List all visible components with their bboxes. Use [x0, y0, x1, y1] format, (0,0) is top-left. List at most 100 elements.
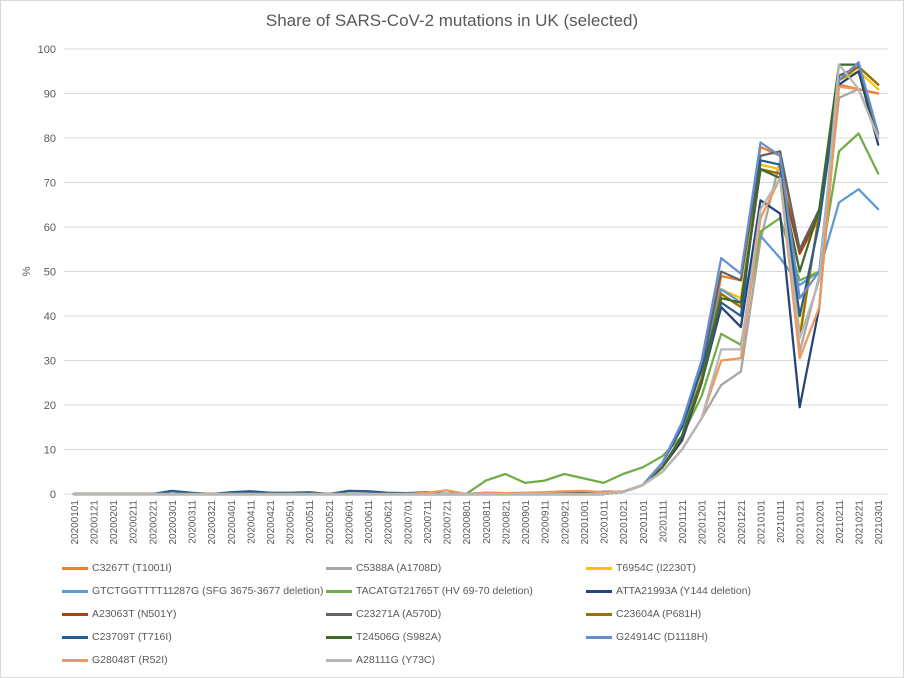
- x-tick-label: 20200201: [109, 500, 120, 545]
- legend-item: ATTA21993A (Y144 deletion): [586, 583, 751, 599]
- legend-swatch: [326, 635, 352, 639]
- legend-swatch: [62, 589, 88, 593]
- x-tick-label: 20201121: [678, 500, 689, 544]
- legend-item: C23604A (P681H): [586, 606, 701, 622]
- legend-label: GTCTGGTTTT11287G (SFG 3675-3677 deletion…: [92, 585, 324, 597]
- x-tick-label: 20201201: [698, 500, 709, 545]
- x-tick-label: 20200901: [521, 500, 532, 545]
- legend-swatch: [326, 589, 352, 593]
- x-tick-label: 20200701: [403, 500, 414, 545]
- x-tick-label: 20201001: [580, 500, 591, 545]
- x-tick-label: 20200821: [501, 500, 512, 545]
- y-tick-label: 10: [44, 445, 56, 457]
- legend-label: C23271A (A570D): [356, 608, 442, 620]
- y-tick-label: 80: [44, 133, 56, 145]
- legend-swatch: [586, 612, 612, 616]
- legend-swatch: [326, 566, 352, 570]
- x-tick-label: 20200421: [266, 500, 277, 545]
- x-tick-label: 20200211: [129, 500, 140, 544]
- legend-item: C23271A (A570D): [326, 606, 441, 622]
- x-tick-label: 20200511: [305, 500, 316, 544]
- x-tick-label: 20200101: [70, 500, 81, 545]
- legend-item: C5388A (A1708D): [326, 560, 441, 576]
- x-tick-label: 20200921: [560, 500, 571, 545]
- legend-item: C23709T (T716I): [62, 629, 172, 645]
- x-tick-label: 20200301: [168, 500, 179, 545]
- y-tick-label: 100: [38, 44, 56, 56]
- legend-label: A23063T (N501Y): [92, 608, 177, 620]
- x-tick-label: 20200401: [227, 500, 238, 545]
- legend-label: T6954C (I2230T): [616, 562, 696, 574]
- legend-item: G24914C (D1118H): [586, 629, 708, 645]
- legend-label: ATTA21993A (Y144 deletion): [616, 585, 752, 597]
- legend-label: A28111G (Y73C): [356, 654, 435, 666]
- x-tick-label: 20200501: [286, 500, 297, 545]
- x-tick-label: 20201101: [639, 500, 650, 544]
- x-tick-label: 20210101: [756, 500, 767, 545]
- series-line: [72, 65, 880, 496]
- legend-swatch: [62, 635, 88, 639]
- y-axis-label: %: [21, 266, 33, 276]
- legend-item: C3267T (T1001I): [62, 560, 172, 576]
- series-line: [72, 65, 880, 496]
- y-tick-label: 30: [44, 356, 56, 368]
- x-tick-label: 20200711: [423, 500, 434, 544]
- x-tick-label: 20201011: [600, 500, 611, 544]
- legend-label: G28048T (R52I): [92, 654, 168, 666]
- legend-label: G24914C (D1118H): [616, 631, 708, 643]
- legend-label: C5388A (A1708D): [356, 562, 442, 574]
- series-line: [72, 61, 880, 496]
- legend-item: A23063T (N501Y): [62, 606, 176, 622]
- chart-title: Share of SARS-CoV-2 mutations in UK (sel…: [265, 11, 639, 30]
- legend-item: T6954C (I2230T): [586, 560, 696, 576]
- legend-label: TACATGT21765T (HV 69-70 deletion): [356, 585, 533, 597]
- legend-label: C3267T (T1001I): [92, 562, 172, 574]
- x-tick-label: 20210211: [835, 500, 846, 544]
- x-tick-label: 20201021: [619, 500, 630, 545]
- series-line: [72, 70, 880, 496]
- y-tick-label: 20: [44, 400, 56, 412]
- x-tick-label: 20201211: [717, 500, 728, 544]
- y-tick-label: 60: [44, 222, 56, 234]
- x-tick-label: 20200411: [246, 500, 257, 544]
- legend-swatch: [62, 658, 88, 662]
- legend-item: TACATGT21765T (HV 69-70 deletion): [326, 583, 533, 599]
- legend-swatch: [326, 658, 352, 662]
- legend-swatch: [586, 589, 612, 593]
- x-tick-label: 20200621: [384, 500, 395, 545]
- series-line: [72, 61, 880, 496]
- series-line: [72, 83, 880, 496]
- legend-label: C23709T (T716I): [92, 631, 172, 643]
- x-tick-label: 20200801: [462, 500, 473, 545]
- x-tick-label: 20200721: [443, 500, 454, 545]
- legend-item: T24506G (S982A): [326, 629, 441, 645]
- series-line: [72, 63, 880, 496]
- legend-item: G28048T (R52I): [62, 652, 168, 668]
- series-line: [72, 63, 880, 496]
- y-tick-label: 70: [44, 178, 56, 190]
- x-tick-label: 20210221: [855, 500, 866, 545]
- x-tick-label: 20200221: [148, 500, 159, 545]
- x-tick-label: 20210301: [874, 500, 885, 545]
- legend-swatch: [62, 612, 88, 616]
- x-tick-label: 20200521: [325, 500, 336, 545]
- series-line: [72, 85, 880, 496]
- legend-swatch: [326, 612, 352, 616]
- y-tick-label: 0: [50, 489, 56, 501]
- legend-swatch: [586, 635, 612, 639]
- x-tick-label: 20201221: [737, 500, 748, 545]
- series-line: [72, 87, 880, 496]
- x-tick-label: 20200601: [344, 500, 355, 545]
- x-tick-label: 20200811: [482, 500, 493, 544]
- legend-label: C23604A (P681H): [616, 608, 702, 620]
- legend-item: A28111G (Y73C): [326, 652, 435, 668]
- y-tick-label: 50: [44, 267, 56, 279]
- x-tick-label: 20200121: [89, 500, 100, 545]
- legend-item: GTCTGGTTTT11287G (SFG 3675-3677 deletion…: [62, 583, 323, 599]
- legend-swatch: [586, 566, 612, 570]
- legend-label: T24506G (S982A): [356, 631, 442, 643]
- x-tick-label: 20200911: [541, 500, 552, 544]
- x-tick-label: 20200611: [364, 500, 375, 544]
